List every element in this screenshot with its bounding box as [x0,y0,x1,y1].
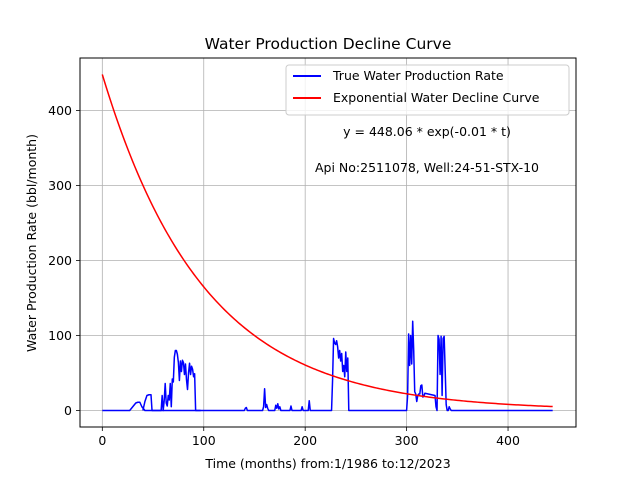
plot-frame [79,57,577,428]
x-tick-label: 100 [192,433,216,448]
y-tick-label: 200 [48,253,72,268]
legend: True Water Production Rate Exponential W… [285,64,570,116]
x-tick-label: 200 [293,433,317,448]
y-axis-label: Water Production Rate (bbl/month) [24,134,39,352]
legend-box [285,64,570,116]
y-tick-label: 300 [48,178,72,193]
true-rate-line-early [142,349,201,412]
y-tick-label: 100 [48,328,72,343]
x-tick-label: 300 [395,433,419,448]
series-layer [101,74,553,412]
x-axis-label: Time (months) from:1/1986 to:12/2023 [204,456,450,471]
exponential-decline-line [101,74,553,408]
y-tick-label: 0 [64,403,72,418]
well-info-annotation: Api No:2511078, Well:24-51-STX-10 [315,160,539,175]
legend-label-exponential: Exponential Water Decline Curve [333,90,540,105]
chart-title: Water Production Decline Curve [205,35,452,53]
legend-label-true-rate: True Water Production Rate [332,68,504,83]
y-tick-label: 400 [48,103,72,118]
x-tick-label: 400 [496,433,520,448]
x-tick-label: 0 [98,433,106,448]
axis-ticks: 0 100 200 300 400 0 100 200 300 400 [48,103,520,448]
equation-annotation: y = 448.06 * exp(-0.01 * t) [343,124,511,139]
true-rate-line [102,320,553,412]
